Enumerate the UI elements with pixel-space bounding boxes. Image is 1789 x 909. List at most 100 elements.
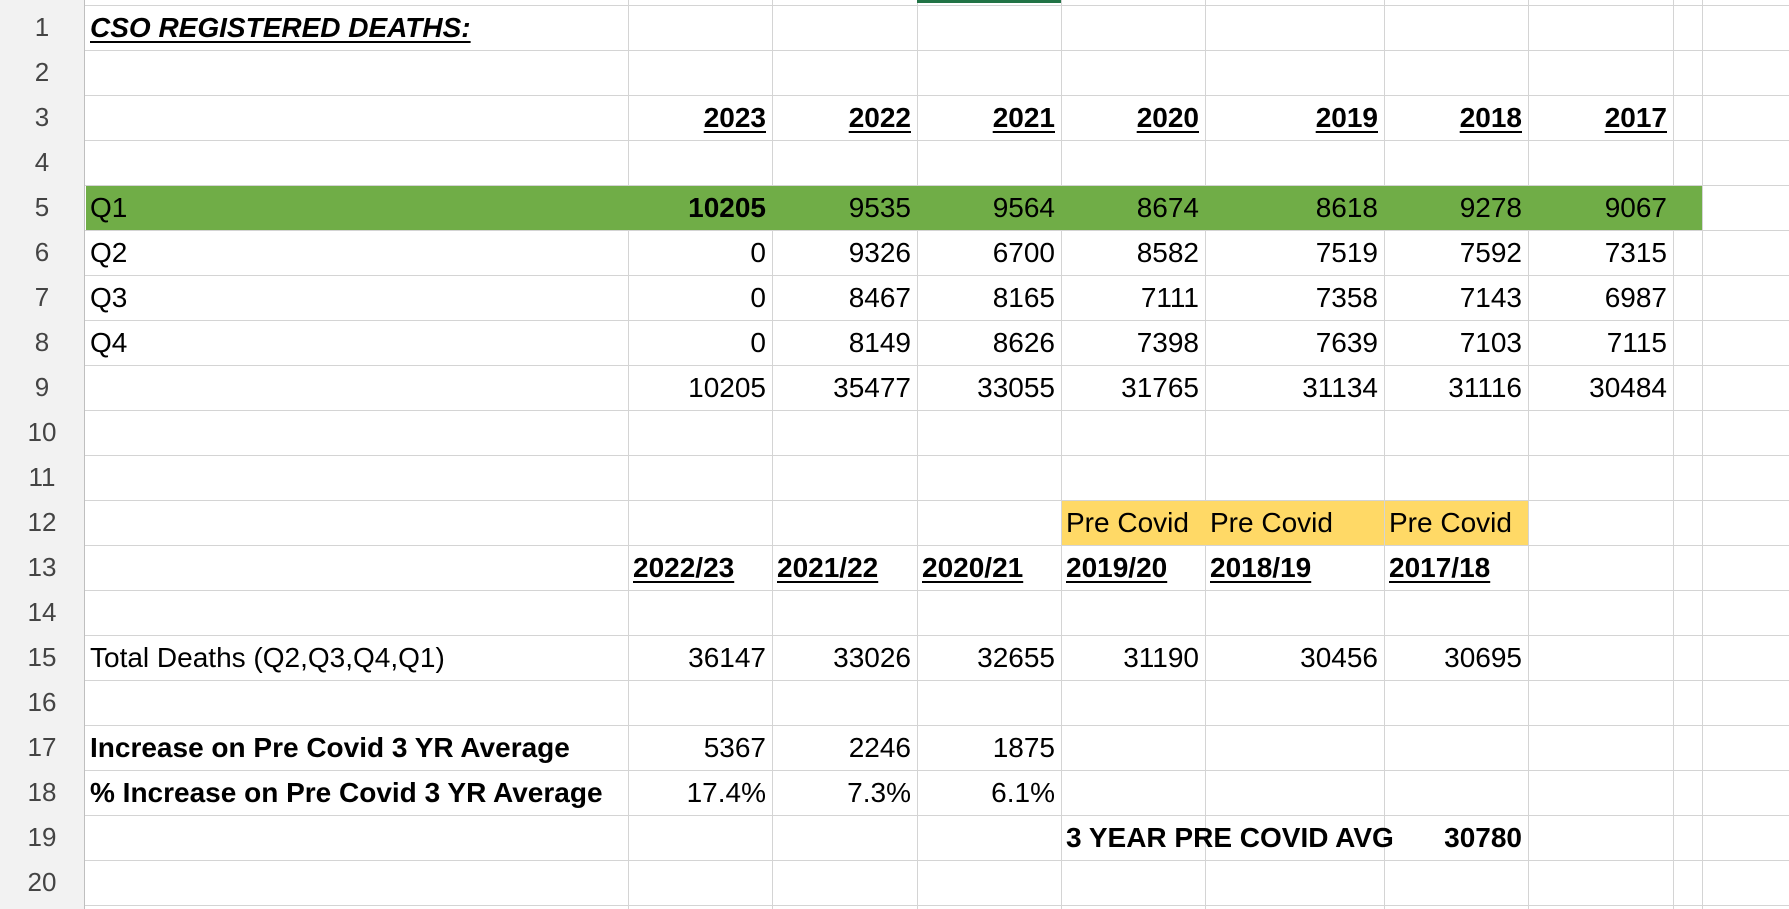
quarter-value[interactable]: 8626	[992, 327, 1055, 358]
year-header[interactable]: 2022	[848, 102, 911, 133]
quarter-value[interactable]: 8674	[1136, 192, 1199, 223]
row-number[interactable]: 9	[34, 372, 50, 402]
yearly-total[interactable]: 31134	[1302, 372, 1378, 403]
row-number[interactable]: 11	[28, 462, 56, 492]
period-header[interactable]: 2021/22	[777, 552, 879, 583]
quarter-value[interactable]: 7358	[1315, 282, 1378, 313]
pct-increase-value[interactable]: 7.3%	[847, 777, 911, 808]
quarter-value[interactable]: 6700	[992, 237, 1055, 268]
year-header[interactable]: 2021	[992, 102, 1055, 133]
pct-increase-value[interactable]: 6.1%	[991, 777, 1055, 808]
row-number[interactable]: 7	[34, 282, 50, 312]
quarter-label[interactable]: Q2	[90, 237, 128, 268]
quarter-value[interactable]: 6987	[1604, 282, 1667, 313]
quarter-value[interactable]: 0	[750, 237, 766, 268]
row-number[interactable]: 14	[27, 597, 57, 627]
row-number[interactable]: 8	[34, 327, 50, 357]
row-number[interactable]: 6	[34, 237, 50, 267]
total-deaths-value[interactable]: 33026	[833, 642, 911, 673]
yearly-total[interactable]: 35477	[833, 372, 911, 403]
total-deaths-label[interactable]: Total Deaths (Q2,Q3,Q4,Q1)	[90, 642, 445, 673]
quarter-value[interactable]: 7315	[1604, 237, 1667, 268]
period-header[interactable]: 2019/20	[1066, 552, 1168, 583]
quarter-value[interactable]: 7519	[1315, 237, 1378, 268]
yearly-total[interactable]: 10205	[688, 372, 766, 403]
quarter-value[interactable]: 8467	[848, 282, 911, 313]
row-number[interactable]: 12	[27, 507, 57, 537]
row-number[interactable]: 10	[27, 417, 57, 447]
yearly-total[interactable]: 31765	[1121, 372, 1199, 403]
row-number[interactable]: 20	[27, 867, 57, 897]
row-gridline	[0, 185, 1789, 186]
period-header[interactable]: 2022/23	[633, 552, 735, 583]
year-header[interactable]: 2019	[1315, 102, 1378, 133]
quarter-value[interactable]: 9535	[848, 192, 911, 223]
pre-covid-tag[interactable]: Pre Covid	[1210, 507, 1333, 538]
quarter-value[interactable]: 8149	[848, 327, 911, 358]
quarter-label[interactable]: Q1	[90, 192, 128, 223]
quarter-value[interactable]: 8582	[1136, 237, 1199, 268]
quarter-value[interactable]: 7103	[1459, 327, 1522, 358]
yearly-total[interactable]: 30484	[1589, 372, 1667, 403]
row-number[interactable]: 1	[34, 12, 50, 42]
quarter-value[interactable]: 0	[750, 282, 766, 313]
row-number[interactable]: 2	[34, 57, 50, 87]
total-deaths-value[interactable]: 30695	[1444, 642, 1522, 673]
quarter-value[interactable]: 7111	[1140, 282, 1199, 313]
column-gridline	[628, 0, 629, 909]
quarter-value[interactable]: 0	[750, 327, 766, 358]
pct-increase-label[interactable]: % Increase on Pre Covid 3 YR Average	[90, 777, 603, 808]
quarter-label[interactable]: Q3	[90, 282, 128, 313]
quarter-value[interactable]: 8618	[1315, 192, 1378, 223]
increase-value[interactable]: 1875	[992, 732, 1055, 763]
row-number[interactable]: 18	[27, 777, 57, 807]
quarter-value[interactable]: 9067	[1604, 192, 1667, 223]
quarter-value[interactable]: 7592	[1459, 237, 1522, 268]
increase-label[interactable]: Increase on Pre Covid 3 YR Average	[90, 732, 570, 763]
period-header[interactable]: 2020/21	[922, 552, 1024, 583]
row-number[interactable]: 3	[34, 102, 50, 132]
total-deaths-value[interactable]: 31190	[1123, 642, 1199, 673]
period-header[interactable]: 2017/18	[1389, 552, 1491, 583]
year-header[interactable]: 2020	[1136, 102, 1199, 133]
quarter-value[interactable]: 8165	[992, 282, 1055, 313]
avg-label[interactable]: 3 YEAR PRE COVID AVG	[1066, 822, 1394, 853]
quarter-value[interactable]: 9326	[848, 237, 911, 268]
pct-increase-value[interactable]: 17.4%	[686, 777, 766, 808]
row-number[interactable]: 17	[27, 732, 57, 762]
year-header[interactable]: 2018	[1459, 102, 1522, 133]
column-gridline	[917, 0, 918, 909]
row-gridline	[0, 635, 1789, 636]
row-number[interactable]: 13	[27, 552, 57, 582]
year-header[interactable]: 2017	[1604, 102, 1667, 133]
quarter-value[interactable]: 7115	[1606, 327, 1667, 358]
increase-value[interactable]: 5367	[703, 732, 766, 763]
quarter-value[interactable]: 9278	[1459, 192, 1522, 223]
row-number[interactable]: 16	[27, 687, 57, 717]
pre-covid-tag[interactable]: Pre Covid	[1389, 507, 1512, 538]
row-gridline	[0, 320, 1789, 321]
period-header[interactable]: 2018/19	[1210, 552, 1312, 583]
avg-value[interactable]: 30780	[1444, 822, 1522, 853]
row-number[interactable]: 4	[34, 147, 50, 177]
yearly-total[interactable]: 31116	[1448, 372, 1522, 403]
total-deaths-value[interactable]: 30456	[1300, 642, 1378, 673]
row-number[interactable]: 5	[34, 192, 50, 222]
row-gridline	[0, 680, 1789, 681]
quarter-value[interactable]: 7398	[1136, 327, 1199, 358]
increase-value[interactable]: 2246	[848, 732, 911, 763]
row-number[interactable]: 15	[27, 642, 57, 672]
total-deaths-value[interactable]: 36147	[688, 642, 766, 673]
yearly-total[interactable]: 33055	[977, 372, 1055, 403]
quarter-value[interactable]: 10205	[688, 192, 766, 223]
quarter-label[interactable]: Q4	[90, 327, 128, 358]
pre-covid-tag[interactable]: Pre Covid	[1066, 507, 1189, 538]
year-header[interactable]: 2023	[703, 102, 766, 133]
total-deaths-value[interactable]: 32655	[977, 642, 1055, 673]
sheet-title[interactable]: CSO REGISTERED DEATHS:	[90, 12, 471, 43]
row-number[interactable]: 19	[27, 822, 57, 852]
quarter-value[interactable]: 9564	[992, 192, 1055, 223]
quarter-value[interactable]: 7639	[1315, 327, 1378, 358]
quarter-value[interactable]: 7143	[1459, 282, 1522, 313]
